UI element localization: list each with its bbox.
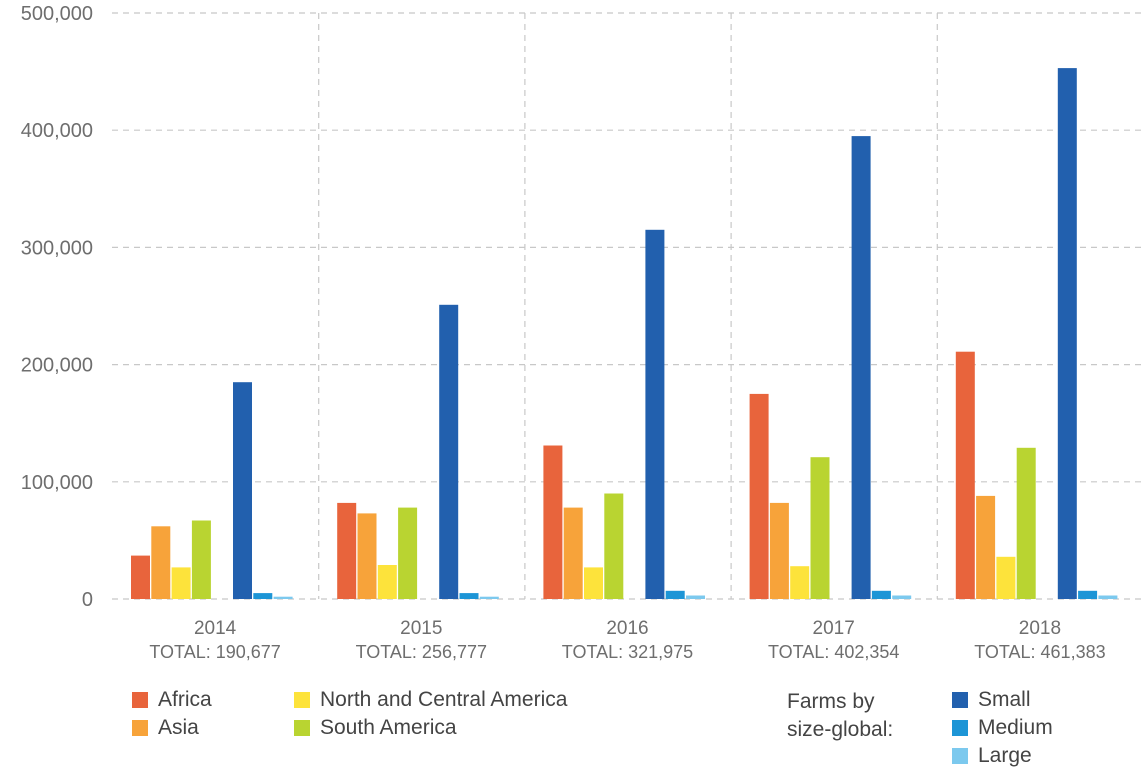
bar-medium-2014: [253, 593, 273, 599]
bar-north-and-central-america-2015: [377, 565, 397, 599]
bar-small-2017: [851, 136, 871, 599]
legend-size-title-line2: size-global:: [787, 718, 894, 741]
legend-swatch-large: [952, 748, 968, 764]
y-tick-label: 500,000: [21, 3, 93, 25]
x-tick-label: 2015: [400, 618, 442, 639]
legend-label-africa: Africa: [158, 688, 212, 711]
bar-large-2016: [686, 595, 705, 599]
bar-south-america-2018: [1016, 447, 1036, 599]
bar-medium-2016: [665, 590, 685, 599]
x-tick-label: 2016: [606, 618, 648, 639]
legend-swatch-medium: [952, 720, 968, 736]
legend-item-africa: Africa: [132, 688, 212, 712]
x-tick-label: 2018: [1019, 618, 1061, 639]
bar-north-and-central-america-2018: [996, 556, 1016, 599]
bar-asia-2017: [769, 502, 789, 599]
bar-asia-2014: [151, 526, 171, 599]
x-tick-total: TOTAL: 256,777: [356, 642, 487, 662]
bar-south-america-2016: [604, 493, 624, 599]
bar-north-and-central-america-2016: [584, 567, 603, 599]
y-tick-label: 100,000: [21, 472, 93, 494]
bar-asia-2015: [357, 513, 377, 599]
legend-swatch-north-central-america: [294, 692, 310, 708]
bars: [131, 68, 1118, 600]
bar-south-america-2014: [191, 520, 211, 599]
legend-swatch-south-america: [294, 720, 310, 736]
bar-large-2014: [273, 596, 293, 599]
x-tick-total: TOTAL: 321,975: [562, 642, 693, 662]
bar-africa-2014: [131, 555, 150, 599]
legend-label-medium: Medium: [978, 716, 1053, 739]
y-axis: 0 100,000 200,000 300,000 400,000 500,000: [21, 3, 93, 611]
bar-north-and-central-america-2014: [171, 567, 191, 599]
legend-item-medium: Medium: [952, 716, 1053, 740]
legend-item-asia: Asia: [132, 716, 199, 740]
legend-label-asia: Asia: [158, 716, 199, 739]
x-tick-label: 2014: [194, 618, 237, 639]
legend-item-small: Small: [952, 688, 1031, 712]
bar-africa-2016: [543, 445, 563, 599]
bar-medium-2015: [459, 593, 479, 599]
bar-medium-2017: [871, 590, 891, 599]
bar-small-2015: [439, 304, 459, 599]
legend-item-south-america: South America: [294, 716, 457, 740]
bar-south-america-2015: [398, 507, 418, 599]
y-tick-label: 300,000: [21, 237, 93, 259]
bar-north-and-central-america-2017: [790, 566, 810, 599]
bar-small-2016: [645, 229, 665, 600]
bar-south-america-2017: [810, 457, 830, 599]
bar-medium-2018: [1078, 590, 1098, 599]
legend-swatch-africa: [132, 692, 148, 708]
legend-size-title-line1: Farms by: [787, 690, 875, 713]
bar-asia-2016: [563, 507, 583, 599]
legend-item-north-central-america: North and Central America: [294, 688, 567, 712]
legend-size-title: Farms by size-global:: [787, 688, 893, 744]
x-tick-total: TOTAL: 402,354: [768, 642, 899, 662]
x-tick-total: TOTAL: 190,677: [149, 642, 280, 662]
bar-small-2018: [1057, 68, 1077, 600]
x-tick-label: 2017: [813, 618, 855, 639]
legend-item-large: Large: [952, 744, 1032, 768]
bar-large-2017: [892, 595, 912, 599]
legend-label-small: Small: [978, 688, 1031, 711]
bar-large-2015: [479, 596, 499, 599]
legend-swatch-asia: [132, 720, 148, 736]
bar-asia-2018: [976, 495, 996, 599]
bar-small-2014: [233, 382, 252, 599]
y-tick-label: 200,000: [21, 355, 93, 377]
bar-chart: 0 100,000 200,000 300,000 400,000 500,000 201…: [21, 3, 1143, 662]
bar-large-2018: [1098, 595, 1118, 599]
y-tick-label: 400,000: [21, 120, 93, 142]
x-axis: 2014 TOTAL: 190,677 2015 TOTAL: 256,777 2016…: [149, 618, 1105, 662]
bar-africa-2015: [337, 502, 357, 599]
bar-africa-2018: [955, 351, 975, 599]
legend-label-north-central-america: North and Central America: [320, 688, 568, 711]
bar-africa-2017: [749, 393, 769, 599]
y-tick-label: 0: [82, 589, 93, 611]
legend-label-south-america: South America: [320, 716, 457, 739]
x-tick-total: TOTAL: 461,383: [974, 642, 1105, 662]
legend-swatch-small: [952, 692, 968, 708]
legend-label-large: Large: [978, 744, 1032, 767]
